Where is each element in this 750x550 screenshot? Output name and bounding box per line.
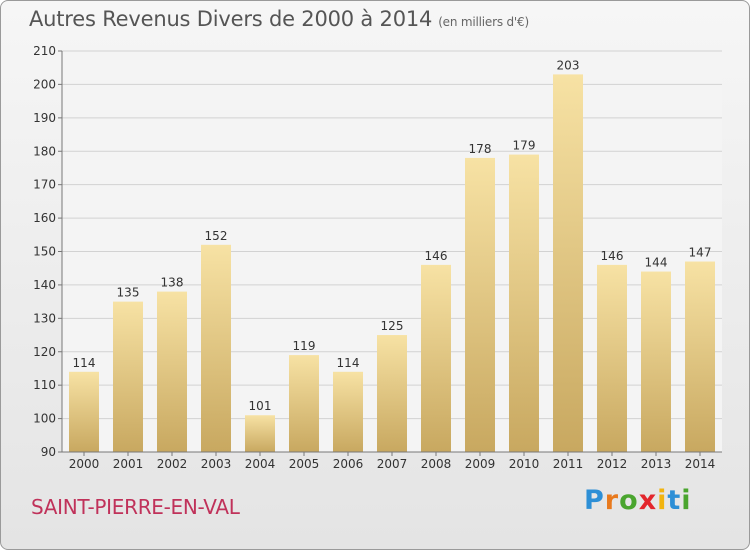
logo-letter: x [638,485,658,516]
logo-letter: t [667,485,682,516]
commune-name: SAINT-PIERRE-EN-VAL [31,495,240,519]
y-tick-label: 120 [33,345,56,359]
data-label: 146 [425,249,448,263]
data-label: 138 [161,276,184,290]
x-tick-label: 2000 [69,457,100,471]
data-label: 135 [117,286,140,300]
data-label: 152 [205,229,228,243]
y-tick-label: 150 [33,245,56,259]
chart-title: Autres Revenus Divers de 2000 à 2014 (en … [29,7,529,31]
data-label: 114 [337,356,360,370]
y-tick-label: 90 [41,445,56,459]
data-label: 146 [601,249,624,263]
y-tick-label: 210 [33,44,56,58]
logo-letter: i [657,485,668,516]
bar [201,244,231,452]
bar [685,261,715,452]
x-tick-label: 2009 [465,457,496,471]
data-label: 203 [557,58,580,72]
data-label: 119 [293,339,316,353]
bar [69,371,99,452]
x-tick-label: 2012 [597,457,628,471]
x-tick-label: 2014 [685,457,716,471]
y-tick-label: 160 [33,211,56,225]
data-label: 178 [469,142,492,156]
bars [69,74,715,453]
y-tick-label: 180 [33,144,56,158]
bar [245,415,275,452]
proxiti-logo[interactable]: Proxiti [584,485,692,516]
y-tick-label: 190 [33,111,56,125]
logo-letter: r [604,485,620,516]
bar [157,291,187,452]
bar [333,371,363,452]
y-tick-label: 170 [33,178,56,192]
x-tick-label: 2013 [641,457,672,471]
y-tick-label: 100 [33,412,56,426]
x-tick-label: 2011 [553,457,584,471]
data-label: 179 [513,139,536,153]
logo-letter: o [619,485,639,516]
bar [641,271,671,452]
y-tick-label: 140 [33,278,56,292]
data-label: 144 [645,256,668,270]
y-tick-label: 130 [33,311,56,325]
bar [113,301,143,452]
x-tick-label: 2003 [201,457,232,471]
bar [377,335,407,452]
x-tick-label: 2002 [157,457,188,471]
logo-letter: i [681,485,692,516]
x-tick-label: 2005 [289,457,320,471]
bar [553,74,583,453]
data-label: 125 [381,319,404,333]
x-tick-label: 2001 [113,457,144,471]
axes: 90 100 110 120 130 140 150 160 170 180 190 200 210 20… [33,44,722,471]
chart-title-text: Autres Revenus Divers de 2000 à 2014 [29,7,433,31]
x-tick-label: 2007 [377,457,408,471]
y-tick-label: 110 [33,378,56,392]
data-label: 101 [249,399,272,413]
bar [289,355,319,452]
bar [509,154,539,452]
data-labels: 114 135 138 152 101 119 114 125 146 178 179 203 146 1… [73,58,712,413]
x-tick-label: 2010 [509,457,540,471]
x-tick-label: 2004 [245,457,276,471]
bar [465,157,495,452]
y-tick-label: 200 [33,77,56,91]
logo-letter: P [584,485,605,516]
data-label: 114 [73,356,96,370]
data-label: 147 [689,246,712,260]
bar [597,264,627,452]
bar [421,264,451,452]
chart-subtitle: (en milliers d'€) [438,15,529,29]
x-tick-label: 2008 [421,457,452,471]
x-tick-label: 2006 [333,457,364,471]
